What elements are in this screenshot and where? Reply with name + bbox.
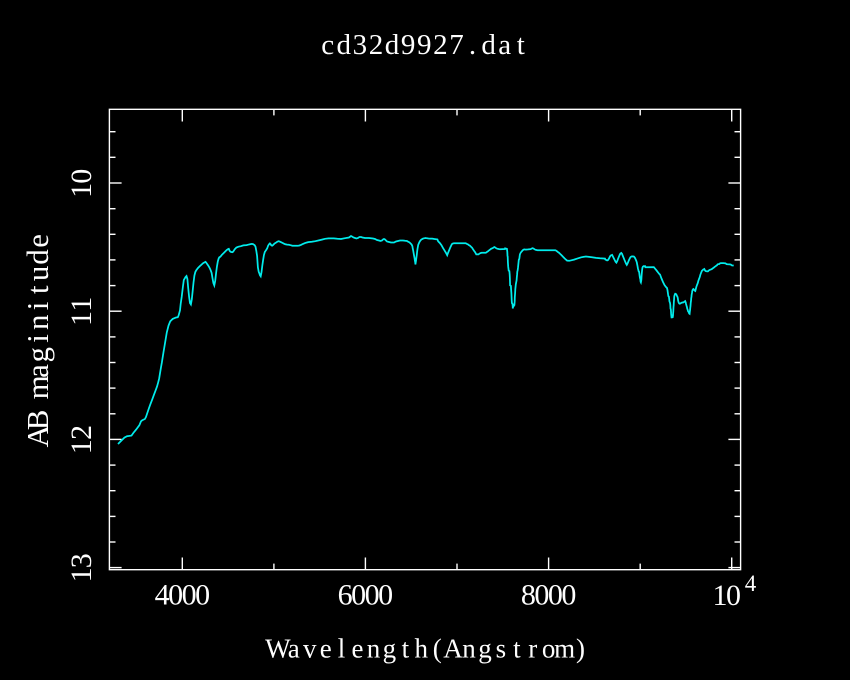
svg-text:11: 11 xyxy=(65,297,98,326)
svg-text:4: 4 xyxy=(745,571,757,596)
svg-text:10: 10 xyxy=(65,169,98,198)
svg-text:12: 12 xyxy=(65,425,98,454)
svg-text:AB maginitude: AB maginitude xyxy=(20,234,55,447)
svg-text:4000: 4000 xyxy=(155,579,211,612)
svg-text:13: 13 xyxy=(65,553,98,582)
svg-text:8000: 8000 xyxy=(521,579,577,612)
svg-text:Wavelength(Angstrom): Wavelength(Angstrom) xyxy=(265,634,585,664)
svg-text:6000: 6000 xyxy=(338,579,394,612)
svg-text:cd32d9927.dat: cd32d9927.dat xyxy=(321,29,525,61)
svg-text:10: 10 xyxy=(713,579,742,612)
